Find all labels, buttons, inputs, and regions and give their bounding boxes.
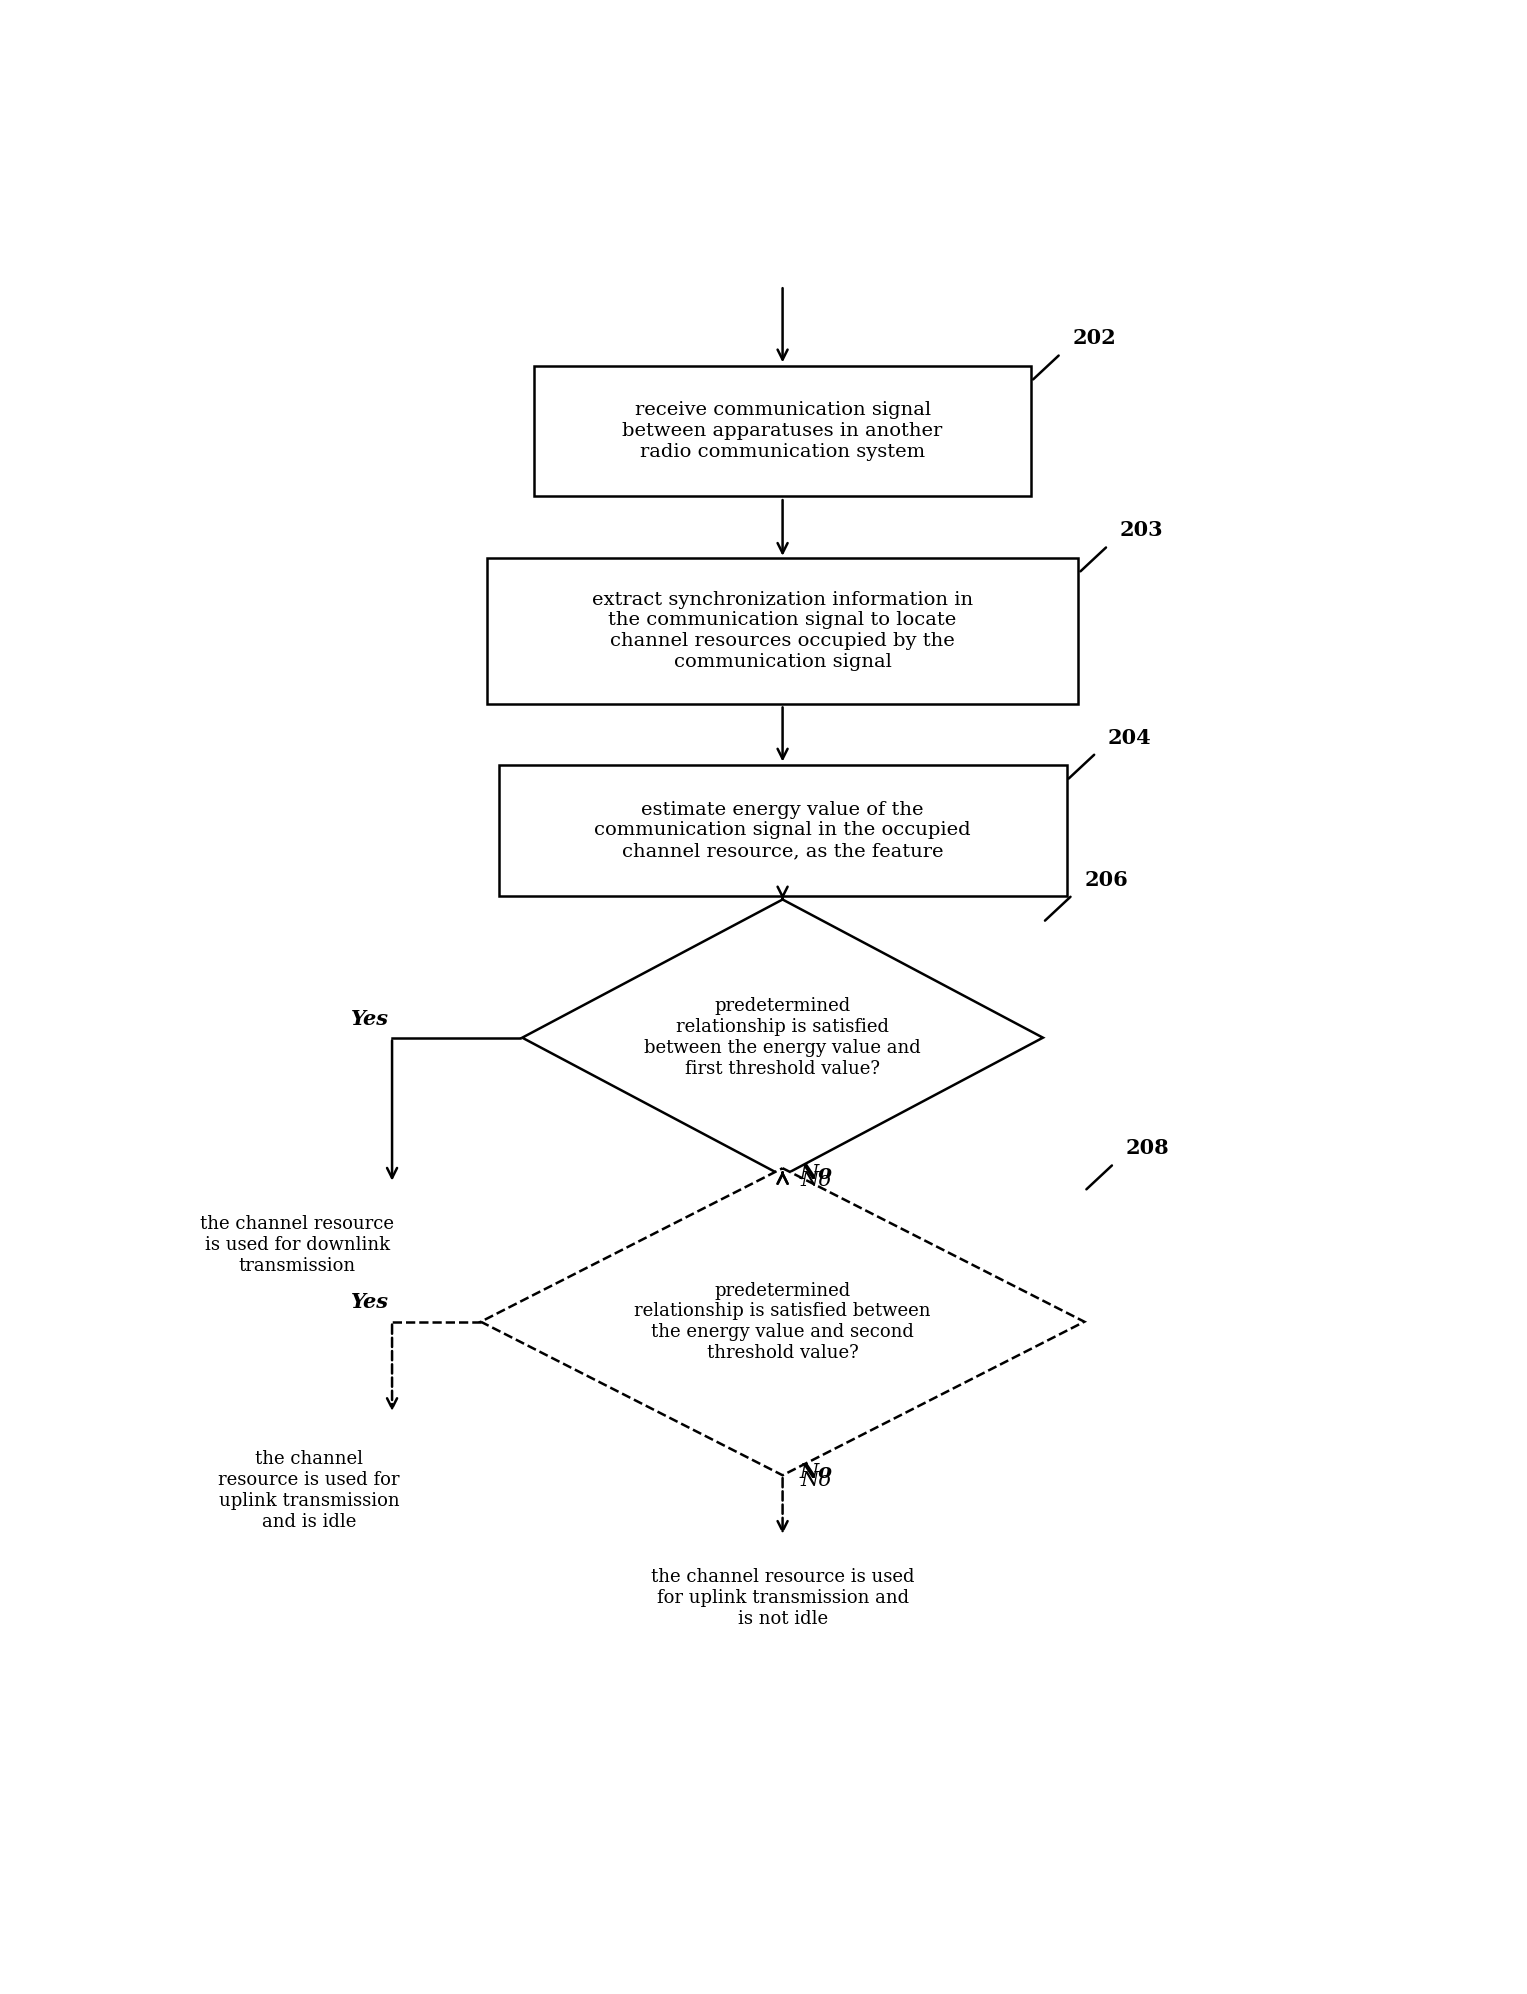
Text: 202: 202 [1072, 329, 1116, 349]
Text: the channel
resource is used for
uplink transmission
and is idle: the channel resource is used for uplink … [218, 1450, 400, 1531]
Text: 206: 206 [1084, 869, 1128, 889]
FancyBboxPatch shape [498, 766, 1066, 895]
Text: extract synchronization information in
the communication signal to locate
channe: extract synchronization information in t… [592, 590, 973, 672]
Text: the channel resource is used
for uplink transmission and
is not idle: the channel resource is used for uplink … [651, 1569, 915, 1627]
Text: predetermined
relationship is satisfied
between the energy value and
first thres: predetermined relationship is satisfied … [644, 997, 921, 1079]
Text: No: No [800, 1170, 831, 1190]
Text: receive communication signal
between apparatuses in another
radio communication : receive communication signal between app… [623, 401, 942, 461]
Text: 208: 208 [1125, 1139, 1170, 1159]
Text: 204: 204 [1109, 728, 1151, 748]
Text: No: No [799, 1163, 832, 1182]
Text: Yes: Yes [351, 1009, 389, 1029]
FancyBboxPatch shape [487, 558, 1078, 704]
Text: No: No [800, 1472, 831, 1490]
Text: Yes: Yes [351, 1292, 389, 1312]
Text: the channel resource
is used for downlink
transmission: the channel resource is used for downlin… [200, 1214, 394, 1274]
Text: estimate energy value of the
communication signal in the occupied
channel resour: estimate energy value of the communicati… [594, 802, 971, 859]
Polygon shape [522, 899, 1043, 1176]
Polygon shape [481, 1168, 1084, 1476]
Text: No: No [799, 1462, 832, 1482]
FancyBboxPatch shape [534, 367, 1031, 497]
Text: predetermined
relationship is satisfied between
the energy value and second
thre: predetermined relationship is satisfied … [634, 1282, 931, 1362]
Text: 203: 203 [1119, 520, 1164, 540]
